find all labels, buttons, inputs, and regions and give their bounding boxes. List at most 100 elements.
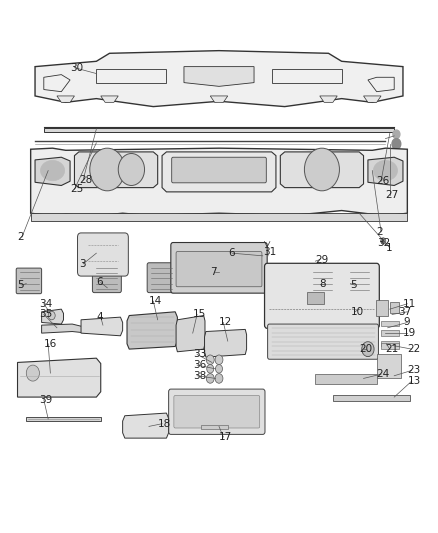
Text: 34: 34 bbox=[39, 299, 53, 309]
Text: 33: 33 bbox=[193, 350, 206, 359]
PathPatch shape bbox=[26, 417, 101, 421]
Text: 11: 11 bbox=[403, 299, 416, 309]
Ellipse shape bbox=[40, 160, 64, 181]
PathPatch shape bbox=[205, 329, 247, 357]
Text: 1: 1 bbox=[385, 243, 392, 253]
Text: 4: 4 bbox=[96, 312, 103, 322]
Text: 27: 27 bbox=[385, 190, 399, 199]
FancyBboxPatch shape bbox=[147, 263, 176, 293]
Bar bbox=[381, 321, 399, 326]
Text: 6: 6 bbox=[96, 278, 103, 287]
Text: 14: 14 bbox=[149, 296, 162, 306]
Circle shape bbox=[215, 355, 223, 365]
PathPatch shape bbox=[81, 317, 123, 336]
PathPatch shape bbox=[74, 152, 158, 188]
Text: 38: 38 bbox=[193, 371, 206, 381]
Text: 3: 3 bbox=[79, 259, 85, 269]
Circle shape bbox=[26, 365, 39, 381]
Bar bbox=[201, 425, 228, 429]
Text: 21: 21 bbox=[385, 344, 399, 354]
PathPatch shape bbox=[44, 128, 394, 132]
Text: 5: 5 bbox=[350, 280, 357, 290]
Text: 23: 23 bbox=[407, 366, 420, 375]
Text: 25: 25 bbox=[70, 184, 83, 194]
Circle shape bbox=[207, 365, 214, 373]
Text: 28: 28 bbox=[79, 175, 92, 184]
Text: 24: 24 bbox=[377, 369, 390, 379]
Text: 9: 9 bbox=[403, 318, 410, 327]
Text: 10: 10 bbox=[350, 307, 364, 317]
Bar bbox=[315, 374, 377, 384]
FancyBboxPatch shape bbox=[92, 263, 121, 293]
Text: 22: 22 bbox=[407, 344, 420, 354]
Ellipse shape bbox=[373, 160, 398, 181]
PathPatch shape bbox=[42, 309, 64, 324]
Text: 17: 17 bbox=[219, 432, 232, 442]
Text: 30: 30 bbox=[70, 63, 83, 72]
FancyBboxPatch shape bbox=[169, 389, 265, 434]
Circle shape bbox=[392, 139, 401, 149]
FancyBboxPatch shape bbox=[176, 252, 262, 287]
PathPatch shape bbox=[210, 96, 228, 102]
PathPatch shape bbox=[35, 51, 403, 107]
Bar bbox=[261, 246, 266, 256]
PathPatch shape bbox=[368, 157, 403, 185]
Text: 39: 39 bbox=[39, 395, 53, 405]
Text: 26: 26 bbox=[377, 176, 390, 186]
Text: 20: 20 bbox=[359, 344, 372, 354]
Text: 15: 15 bbox=[193, 310, 206, 319]
Text: 13: 13 bbox=[407, 376, 420, 386]
Bar bbox=[376, 300, 388, 316]
Circle shape bbox=[215, 374, 223, 383]
Circle shape bbox=[381, 238, 386, 244]
Circle shape bbox=[215, 365, 223, 373]
PathPatch shape bbox=[42, 324, 88, 333]
PathPatch shape bbox=[127, 312, 177, 349]
PathPatch shape bbox=[31, 213, 407, 221]
Text: 16: 16 bbox=[44, 339, 57, 349]
FancyBboxPatch shape bbox=[265, 263, 379, 328]
FancyBboxPatch shape bbox=[310, 268, 335, 294]
FancyBboxPatch shape bbox=[347, 268, 372, 294]
Text: 2: 2 bbox=[377, 227, 383, 237]
Text: 35: 35 bbox=[39, 310, 53, 319]
Bar bbox=[390, 302, 399, 313]
Text: 18: 18 bbox=[158, 419, 171, 429]
PathPatch shape bbox=[280, 152, 364, 188]
Circle shape bbox=[118, 154, 145, 185]
PathPatch shape bbox=[101, 96, 118, 102]
PathPatch shape bbox=[184, 67, 254, 86]
PathPatch shape bbox=[18, 358, 101, 397]
Bar bbox=[381, 330, 399, 336]
Circle shape bbox=[362, 342, 374, 357]
Bar bbox=[307, 292, 324, 304]
PathPatch shape bbox=[57, 96, 74, 102]
Text: 31: 31 bbox=[263, 247, 276, 257]
Text: 7: 7 bbox=[210, 267, 217, 277]
Bar bbox=[381, 341, 399, 346]
PathPatch shape bbox=[162, 152, 276, 192]
Text: 36: 36 bbox=[193, 360, 206, 370]
Bar bbox=[381, 343, 399, 349]
FancyBboxPatch shape bbox=[172, 157, 266, 183]
Text: 6: 6 bbox=[228, 248, 234, 258]
Text: 8: 8 bbox=[320, 279, 326, 288]
Text: 32: 32 bbox=[377, 238, 390, 247]
Text: 2: 2 bbox=[18, 232, 24, 242]
PathPatch shape bbox=[333, 395, 410, 401]
FancyBboxPatch shape bbox=[16, 268, 42, 294]
FancyBboxPatch shape bbox=[78, 233, 128, 276]
Circle shape bbox=[90, 148, 125, 191]
FancyBboxPatch shape bbox=[268, 324, 378, 359]
Bar bbox=[377, 354, 401, 378]
Text: 12: 12 bbox=[219, 318, 232, 327]
Circle shape bbox=[206, 374, 214, 383]
Circle shape bbox=[304, 148, 339, 191]
PathPatch shape bbox=[364, 96, 381, 102]
Text: 19: 19 bbox=[403, 328, 416, 338]
PathPatch shape bbox=[35, 157, 70, 185]
Text: 5: 5 bbox=[18, 280, 24, 290]
Circle shape bbox=[206, 355, 214, 365]
Circle shape bbox=[393, 130, 400, 139]
Text: 37: 37 bbox=[399, 307, 412, 317]
